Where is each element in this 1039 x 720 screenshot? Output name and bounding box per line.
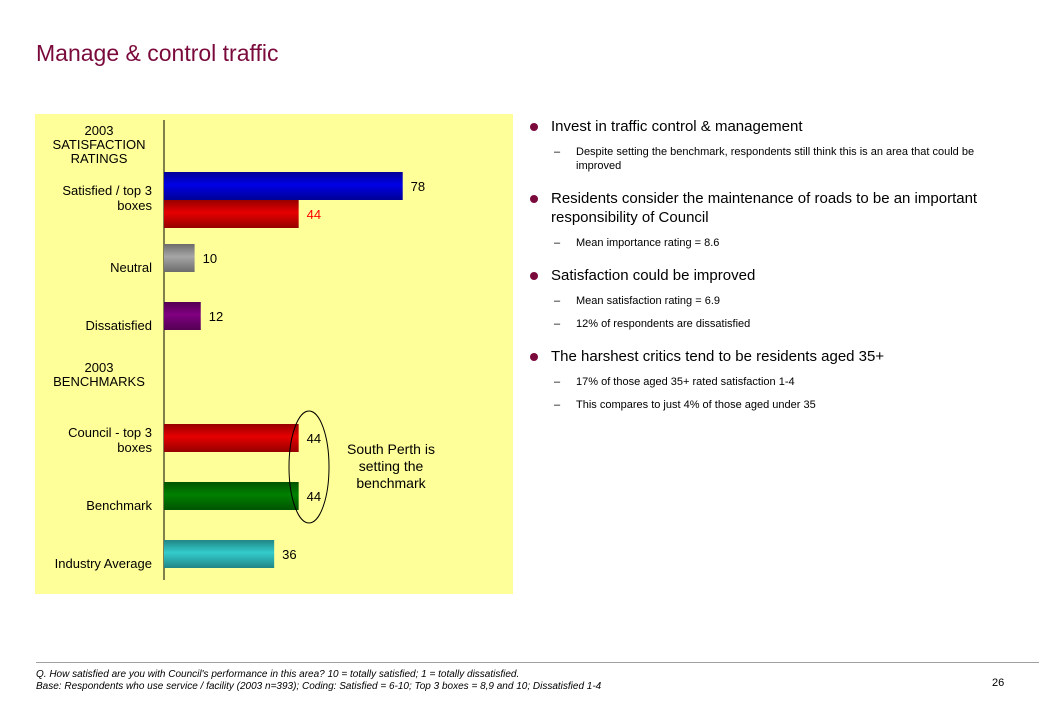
bar-shading xyxy=(164,540,275,568)
dash-icon: – xyxy=(554,318,561,330)
dash-icon: – xyxy=(554,237,561,249)
bar-shading xyxy=(164,302,201,330)
category-label: Benchmark xyxy=(86,498,152,513)
group-heading-line: 2003 xyxy=(85,123,114,138)
bullet-item: Invest in traffic control & management – D… xyxy=(528,117,1018,173)
bar-shading xyxy=(164,200,299,228)
data-label: 78 xyxy=(411,179,425,194)
bullet-text: The harshest critics tend to be resident… xyxy=(528,347,1018,366)
data-label: 12 xyxy=(209,309,223,324)
footer-notes: Q. How satisfied are you with Council's … xyxy=(36,669,936,693)
bullet-item: Satisfaction could be improved – Mean sati… xyxy=(528,266,1018,331)
dash-icon: – xyxy=(554,376,561,388)
data-label: 36 xyxy=(282,547,296,562)
footer-question: Q. How satisfied are you with Council's … xyxy=(36,669,520,680)
bullet-item: Residents consider the maintenance of ro… xyxy=(528,189,1018,250)
category-label: Neutral xyxy=(110,260,152,275)
category-label: Council - top 3 xyxy=(68,425,152,440)
annotation-text: benchmark xyxy=(356,475,426,491)
dash-icon: – xyxy=(554,295,561,307)
bullet-text: Residents consider the maintenance of ro… xyxy=(528,189,1018,227)
category-label: boxes xyxy=(117,198,152,213)
dash-icon: – xyxy=(554,146,561,158)
data-label: 44 xyxy=(307,431,321,446)
sub-bullet-text: –12% of respondents are dissatisfied xyxy=(554,318,751,330)
chart-panel: 2003 SATISFACTION RATINGS Satisfied / top 3… xyxy=(35,114,513,594)
bullet-dot-icon xyxy=(530,123,538,131)
sub-bullet-text: – This compares to just 4% of those aged … xyxy=(554,399,816,411)
category-label: Dissatisfied xyxy=(86,318,152,333)
bar-shading xyxy=(164,482,299,510)
dash-icon: – xyxy=(554,399,561,411)
bullet-list: Invest in traffic control & management – D… xyxy=(528,117,1018,412)
group-heading-line: SATISFACTION xyxy=(53,137,146,152)
category-label: boxes xyxy=(117,440,152,455)
page-title: Manage & control traffic xyxy=(36,40,279,66)
footer-divider xyxy=(36,662,1039,663)
data-label: 44 xyxy=(307,489,321,504)
bar-shading xyxy=(164,424,299,452)
category-label: Industry Average xyxy=(55,556,152,571)
sub-bullet-text: – Mean satisfaction rating = 6.9 xyxy=(554,295,720,307)
bullet-text: Satisfaction could be improved xyxy=(528,266,1018,285)
data-label: 10 xyxy=(203,251,217,266)
bullet-dot-icon xyxy=(530,272,538,280)
annotation-text: South Perth is xyxy=(347,441,435,457)
sub-bullet-text: – Despite setting the benchmark, responde… xyxy=(554,146,975,172)
sub-bullet-text: – Mean importance rating = 8.6 xyxy=(554,237,720,249)
sub-bullet-text: –17% of those aged 35+ rated satisfactio… xyxy=(554,376,795,388)
bullet-item: The harshest critics tend to be resident… xyxy=(528,347,1018,412)
bullet-text: Invest in traffic control & management xyxy=(528,117,1018,136)
annotation-ellipse xyxy=(288,410,330,524)
category-label: Satisfied / top 3 xyxy=(62,183,152,198)
group-heading-line: BENCHMARKS xyxy=(53,374,145,389)
bar-shading xyxy=(164,172,403,200)
data-label: 44 xyxy=(307,207,321,222)
bullet-dot-icon xyxy=(530,353,538,361)
bullet-dot-icon xyxy=(530,195,538,203)
annotation-text: setting the xyxy=(359,458,424,474)
footer-base: Base: Respondents who use service / faci… xyxy=(36,681,602,692)
page-number: 26 xyxy=(992,677,1005,689)
group-heading-line: 2003 xyxy=(85,360,114,375)
bar-shading xyxy=(164,244,195,272)
group-heading-line: RATINGS xyxy=(71,151,128,166)
